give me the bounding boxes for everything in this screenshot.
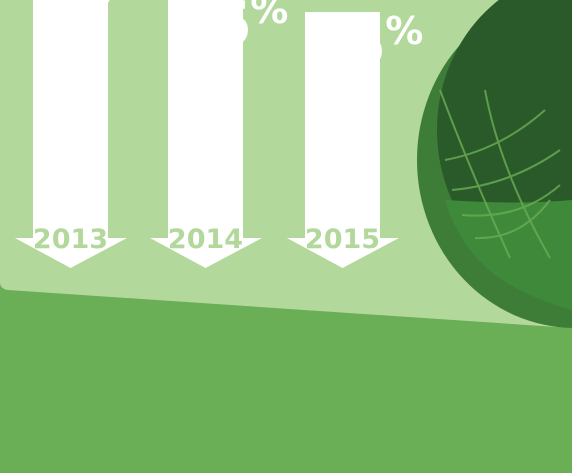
percent-value: 16 <box>168 0 248 60</box>
percent-sign: % <box>385 9 423 53</box>
percent-value: 15 <box>303 8 383 81</box>
percent-value: 19 <box>33 0 113 25</box>
year-label: 2015 <box>305 224 380 255</box>
infographic: 19%201316%201415%2015 <box>0 0 572 473</box>
percent-sign: % <box>250 0 288 32</box>
year-label: 2013 <box>33 224 108 255</box>
page: 19%201316%201415%2015 (() => { const dat… <box>0 0 572 473</box>
year-label: 2014 <box>168 224 243 255</box>
